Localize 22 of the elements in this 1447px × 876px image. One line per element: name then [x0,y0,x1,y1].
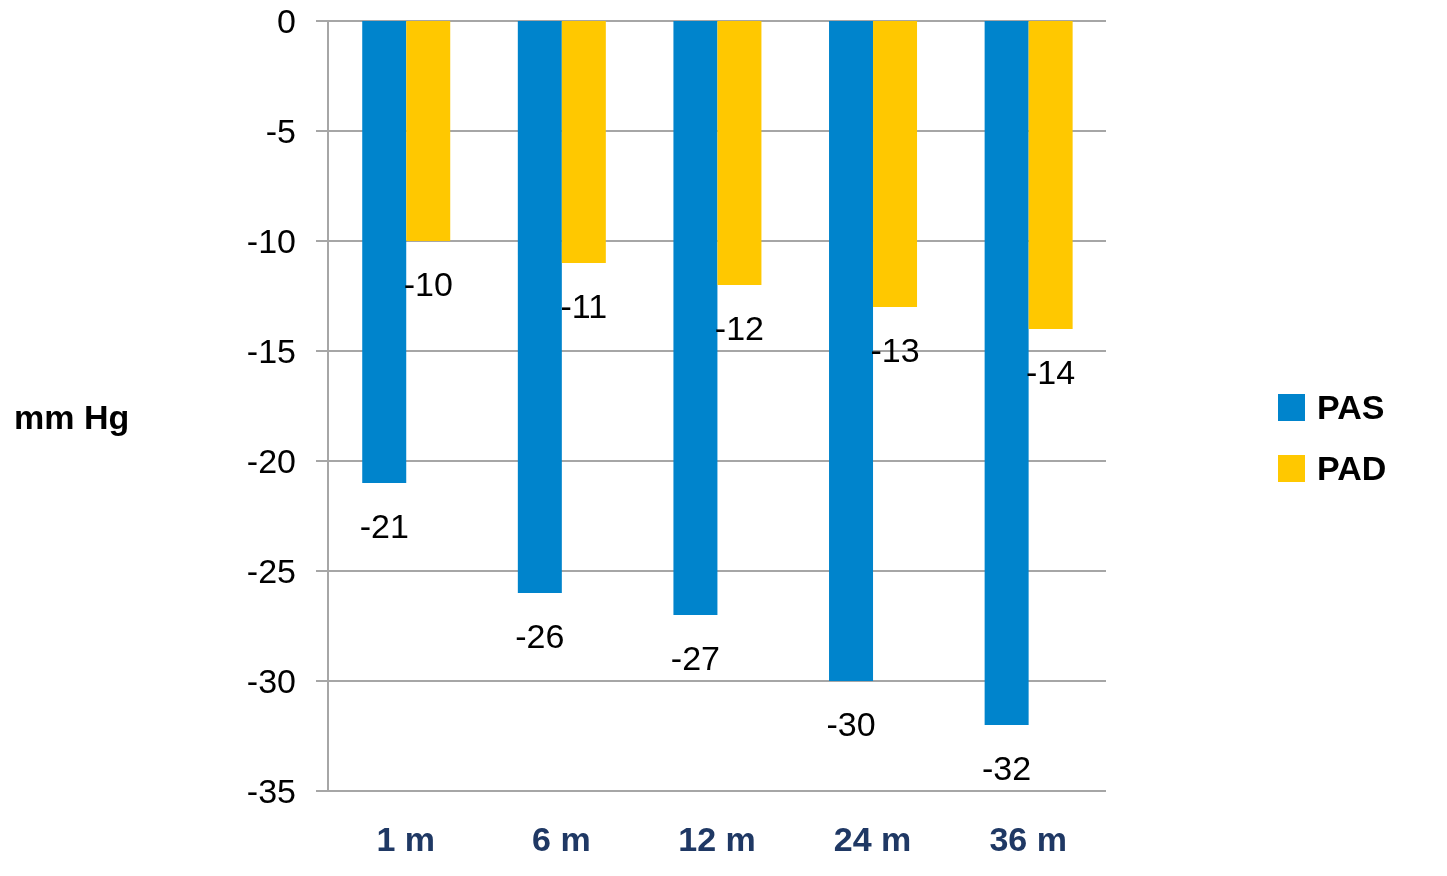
y-tick-label: -25 [246,552,296,591]
x-tick-label: 1 m [376,820,436,859]
y-tick-label: -20 [246,442,296,481]
x-tick-label: 12 m [678,820,756,859]
data-label: -27 [670,638,720,677]
data-label: -30 [826,704,876,743]
data-label: -26 [515,616,565,655]
y-tick-label: -30 [246,662,296,701]
x-tick-label: 36 m [989,820,1067,859]
y-tick-label: -10 [246,222,296,261]
data-label: -11 [560,286,608,325]
y-tick-label: -5 [265,112,296,151]
x-tick-label: 24 m [833,820,912,859]
data-label: -21 [359,506,409,545]
legend-label: PAD [1317,449,1387,488]
data-label: -32 [982,748,1032,787]
y-axis-title: mm Hg [14,398,130,437]
y-tick-label: -15 [246,332,296,371]
legend-label: PAS [1317,388,1385,427]
y-tick-label: 0 [277,2,296,41]
y-tick-label: -35 [246,772,296,811]
x-tick-label: 6 m [532,820,591,859]
